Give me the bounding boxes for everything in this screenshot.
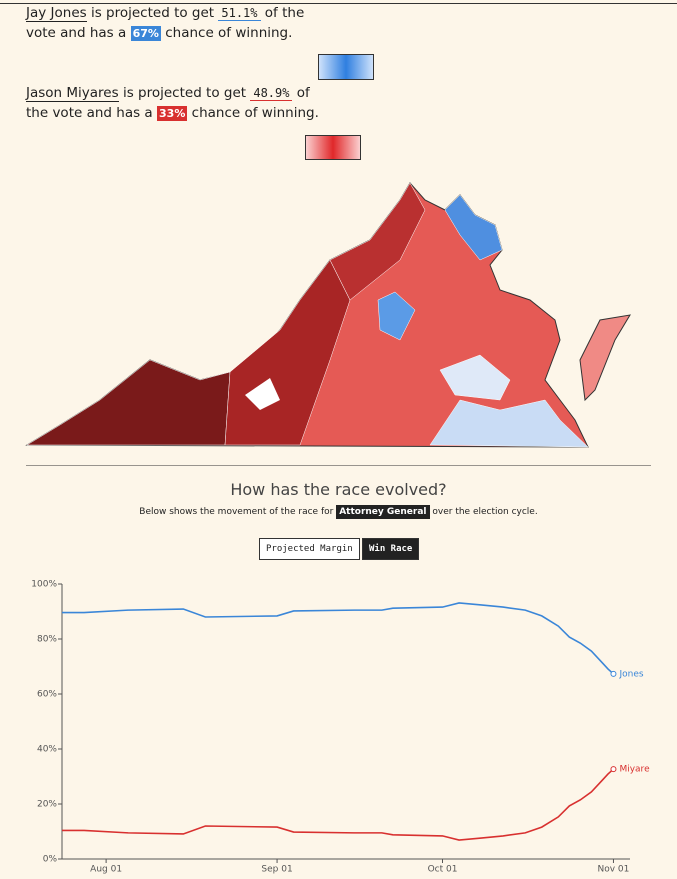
series-label: Jones [618, 669, 643, 679]
text: and has a [60, 25, 127, 41]
text: of the vote [26, 85, 310, 121]
bar-graphic [305, 135, 361, 160]
region [439, 354, 511, 401]
end-point [610, 766, 617, 773]
name: Jay Jones [26, 5, 87, 22]
y-tick-label: 0% [43, 855, 58, 865]
race: Attorney General [336, 505, 430, 519]
section-title: How has the race evolved? [230, 480, 447, 499]
line [62, 602, 614, 675]
region [377, 291, 416, 341]
y-tick-label: 100% [31, 580, 57, 590]
x-tick-label: Sep 01 [261, 865, 292, 875]
button[interactable]: Projected Margin [259, 538, 360, 560]
candidate: Jay Jones is projected to get 51.1% of t… [26, 3, 331, 44]
region [329, 182, 426, 301]
top-rule [0, 3, 677, 4]
text: chance of winning. [191, 105, 319, 121]
map [25, 182, 651, 466]
chance: 33% [157, 106, 188, 121]
intro: Below shows the movement of the race for… [0, 505, 677, 519]
region [444, 194, 503, 261]
x-tick-label: Aug 01 [90, 865, 122, 875]
y-tick-label: 80% [37, 635, 57, 645]
button[interactable]: Win Race [362, 538, 420, 560]
vote: 51.1% [218, 6, 261, 21]
name: Jason Miyares [26, 85, 119, 102]
candidate: Jason Miyares is projected to get 48.9% … [26, 83, 326, 124]
text: Below shows the movement of the race for [139, 507, 334, 517]
text: is projected to get [90, 5, 215, 21]
chance: 67% [130, 26, 161, 41]
text: is projected to get [122, 85, 247, 101]
region [26, 359, 231, 446]
region [245, 378, 280, 410]
text: of the vote [26, 5, 305, 41]
x-tick-label: Oct 01 [428, 865, 458, 875]
text: and has a [86, 105, 153, 121]
y-tick-label: 40% [37, 745, 57, 755]
bar-graphic [318, 54, 374, 80]
y-tick-label: 20% [37, 800, 57, 810]
text: chance of winning. [165, 25, 293, 41]
chart: 0% 20% 40% 60% 80% 100% Aug 01 Sep 01 Oct 01 Nov … [31, 580, 650, 875]
y-tick-label: 60% [37, 690, 57, 700]
text: over the election cycle. [432, 507, 538, 517]
x-tick-label: Nov 01 [598, 865, 630, 875]
line [62, 768, 614, 841]
end-point [610, 670, 617, 677]
shore [579, 314, 631, 402]
region [429, 399, 589, 448]
vote: 48.9% [250, 86, 293, 101]
series-label: Miyare [619, 765, 650, 775]
